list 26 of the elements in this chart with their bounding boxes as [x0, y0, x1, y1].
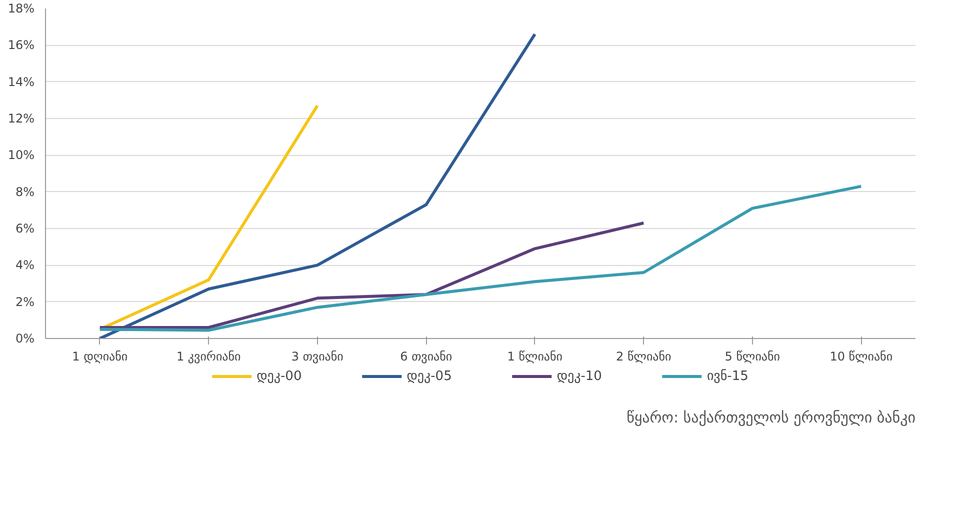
- legend-label: დეკ-10: [556, 368, 602, 384]
- x-tick-label: 1 წლიანი: [507, 350, 562, 364]
- legend-label: დეკ-05: [406, 368, 452, 384]
- y-tick-label: 14%: [8, 74, 34, 89]
- y-tick-label: 4%: [15, 258, 35, 272]
- y-tick-label: 6%: [15, 222, 35, 236]
- legend-label: ივნ-15: [706, 368, 748, 384]
- x-tick-label: 3 თვიანი: [291, 350, 344, 364]
- y-tick-label: 0%: [15, 332, 35, 346]
- line-series: [98, 184, 863, 332]
- y-tick-label: 8%: [15, 184, 35, 199]
- text: წყარო: საქართველოს ეროვნული ბანკი: [626, 408, 916, 426]
- y-tick-label: 12%: [8, 112, 34, 126]
- x-tick-label: 1 დღიანი: [72, 350, 128, 364]
- y-tick-label: 2%: [15, 294, 35, 309]
- x-tick-label: 5 წლიანი: [724, 350, 780, 364]
- y-tick-label: 18%: [8, 2, 34, 16]
- line-series: [98, 222, 646, 329]
- x-tick-label: 6 თვიანი: [400, 350, 452, 364]
- y-tick-label: 16%: [8, 38, 34, 52]
- line-series: [98, 32, 536, 338]
- x-tick-label: 1 კვირიანი: [176, 350, 241, 364]
- legend-label: დეკ-00: [256, 368, 302, 384]
- x-tick-label: 10 წლიანი: [830, 350, 893, 364]
- x-tick-label: 2 წლიანი: [616, 350, 672, 364]
- y-tick-label: 10%: [8, 148, 34, 162]
